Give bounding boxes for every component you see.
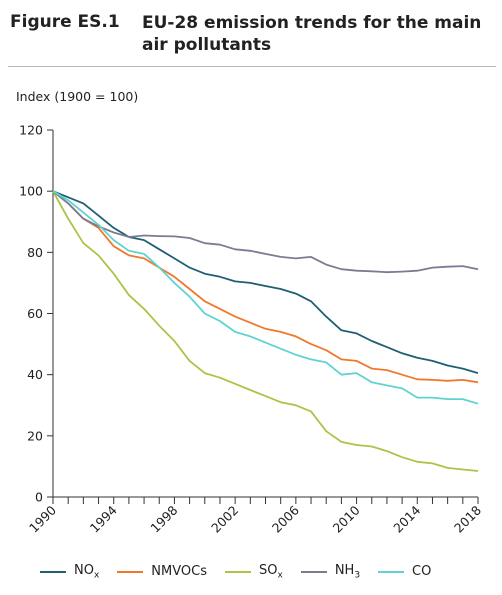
x-tick-label: 2010: [330, 502, 363, 535]
x-tick-label: 1994: [87, 502, 120, 535]
legend-item-sox: SOx: [225, 563, 283, 581]
legend-label: SOx: [259, 563, 283, 581]
legend-swatch: [40, 570, 66, 574]
legend-label-subscript: 3: [354, 570, 361, 581]
figure-title: EU-28 emission trends for the main air p…: [142, 13, 482, 55]
x-tick-label: 1998: [147, 502, 180, 535]
y-tick-label: 120: [19, 123, 43, 138]
y-axis-label: Index (1900 = 100): [16, 89, 139, 104]
y-tick-label: 40: [27, 367, 43, 382]
legend-swatch: [117, 570, 144, 574]
chart-axes: 0 20 40 60 80 100 120 1990 1994 1998 2002 2006 2010 2…: [19, 123, 484, 536]
series-line-nox: [52, 190, 479, 374]
x-tick-label: 2014: [390, 502, 423, 535]
legend-label: NH3: [334, 563, 361, 581]
series-line-co: [52, 190, 479, 405]
x-tick-label: 2018: [451, 502, 484, 535]
y-tick-label: 60: [27, 306, 43, 321]
legend-label-subscript: x: [277, 570, 283, 581]
legend-label: NOx: [74, 563, 100, 581]
x-tick-label: 2006: [269, 502, 302, 535]
legend-item-nmvocs: NMVOCs: [117, 564, 207, 579]
legend-label-subscript: x: [93, 570, 100, 581]
series-line-nmvocs: [52, 190, 479, 384]
series-line-sox: [52, 190, 479, 472]
figure-header: Figure ES.1 EU-28 emission trends for th…: [0, 0, 502, 62]
legend-item-nh3: NH3: [300, 563, 361, 581]
legend-swatch: [225, 570, 251, 574]
chart-series: [52, 190, 479, 472]
legend-swatch: [300, 570, 327, 574]
y-tick-label: 0: [35, 490, 43, 505]
legend-label: CO: [412, 564, 432, 580]
y-tick-label: 100: [19, 184, 43, 199]
x-tick-label: 1990: [26, 502, 59, 535]
legend-label: NMVOCs: [151, 564, 207, 580]
series-line-nh3: [52, 190, 479, 274]
y-tick-label: 80: [27, 245, 43, 260]
chart-legend: NOx NMVOCs SOx NH3 CO: [40, 563, 449, 581]
header-divider: [8, 66, 496, 67]
x-tick-label: 2002: [208, 503, 241, 536]
legend-item-nox: NOx: [40, 563, 99, 581]
y-tick-label: 20: [27, 428, 43, 443]
legend-item-co: CO: [378, 564, 431, 579]
legend-swatch: [378, 570, 405, 574]
figure-number: Figure ES.1: [10, 12, 120, 32]
